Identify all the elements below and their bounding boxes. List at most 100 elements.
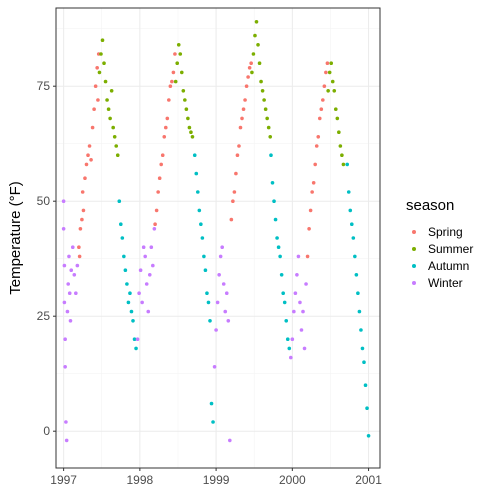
x-tick-label: 2001 (355, 473, 382, 487)
winter-point (141, 245, 146, 249)
autumn-point (279, 273, 284, 277)
spring-point (313, 162, 318, 167)
autumn-point (119, 222, 123, 226)
spring-point (307, 227, 311, 231)
spring-point (237, 144, 241, 148)
winter-point (66, 282, 70, 286)
legend-label-summer: Summer (428, 242, 473, 256)
autumn-point (195, 190, 200, 194)
summer-point (263, 107, 268, 111)
autumn-point (194, 171, 199, 176)
spring-point (78, 227, 83, 231)
autumn-point (200, 236, 205, 240)
summer-point (190, 135, 195, 139)
spring-point (308, 208, 313, 213)
winter-point (138, 268, 143, 273)
legend-key-autumn (412, 264, 416, 268)
spring-point (153, 222, 157, 226)
summer-point (99, 52, 103, 56)
summer-point (186, 116, 190, 121)
summer-point (333, 107, 338, 111)
winter-point (298, 300, 302, 305)
summer-point (338, 144, 343, 148)
winter-point (289, 355, 293, 360)
winter-point (220, 245, 224, 249)
autumn-point (284, 319, 289, 323)
winter-point (149, 245, 154, 249)
autumn-point (360, 346, 365, 351)
axis-layer: 1997 1998 1999 2000 2001 0 25 50 75 (37, 79, 383, 487)
summer-point (335, 116, 340, 121)
summer-point (253, 33, 257, 38)
spring-point (163, 125, 168, 130)
summer-point (105, 98, 109, 102)
points-layer (61, 20, 371, 443)
spring-point (156, 190, 160, 194)
spring-point (321, 98, 325, 102)
summer-point (173, 79, 178, 84)
autumn-point (275, 236, 279, 240)
summer-point (337, 130, 341, 134)
winter-point (61, 199, 66, 203)
summer-point (250, 70, 254, 75)
autumn-point (354, 273, 359, 277)
spring-point (232, 190, 237, 194)
autumn-point (197, 208, 202, 213)
spring-point (93, 84, 98, 88)
winter-point (68, 319, 73, 323)
autumn-point (132, 337, 137, 342)
winter-point (63, 337, 67, 342)
winter-point (75, 263, 80, 268)
spring-point (154, 208, 159, 213)
autumn-point (356, 291, 360, 296)
spring-point (231, 199, 235, 203)
spring-point (84, 162, 89, 167)
x-tick-label: 1997 (50, 473, 77, 487)
autumn-point (282, 300, 287, 305)
spring-point (87, 144, 92, 148)
autumn-point (345, 162, 350, 167)
spring-point (167, 98, 171, 102)
winter-point (301, 309, 305, 314)
spring-point (311, 181, 316, 185)
winter-point (293, 291, 298, 296)
winter-point (212, 365, 217, 369)
winter-point (64, 420, 68, 424)
grid-layer (56, 8, 380, 468)
autumn-point (209, 401, 214, 406)
spring-point (240, 116, 244, 121)
winter-point (299, 328, 304, 332)
autumn-point (120, 236, 125, 240)
summer-point (181, 89, 186, 93)
spring-point (247, 66, 252, 70)
spring-point (81, 208, 86, 213)
winter-point (292, 309, 296, 314)
summer-point (187, 125, 192, 130)
summer-point (251, 52, 256, 56)
winter-point (146, 309, 151, 314)
spring-point (243, 98, 247, 102)
winter-point (65, 309, 70, 314)
spring-point (238, 125, 243, 130)
x-tick-label: 1998 (127, 473, 154, 487)
legend-label-winter: Winter (428, 276, 463, 290)
summer-point (265, 116, 269, 121)
spring-point (310, 190, 314, 194)
summer-point (184, 107, 189, 111)
summer-point (100, 38, 105, 42)
summer-point (176, 43, 181, 47)
autumn-point (123, 268, 128, 273)
summer-point (254, 20, 259, 24)
x-tick-label: 2000 (279, 473, 306, 487)
summer-point (102, 61, 106, 65)
autumn-point (346, 190, 351, 194)
autumn-point (365, 406, 369, 411)
summer-point (327, 70, 332, 75)
winter-point (74, 291, 78, 296)
y-tick-label: 25 (37, 309, 51, 323)
autumn-point (122, 254, 126, 259)
winter-point (140, 300, 144, 305)
winter-point (217, 273, 221, 277)
